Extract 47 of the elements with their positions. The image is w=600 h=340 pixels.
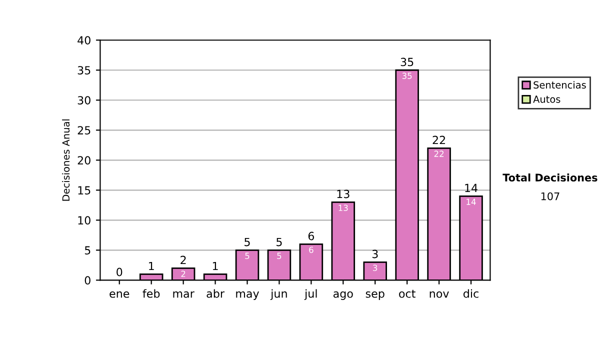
- y-tick-label: 0: [84, 276, 90, 285]
- y-axis-title: Decisiones Anual: [62, 119, 70, 201]
- y-tick-label: 25: [78, 126, 90, 135]
- data-label: 3: [373, 264, 378, 272]
- total-label: 3: [372, 250, 378, 258]
- total-label: 1: [149, 262, 154, 270]
- x-tick-label: nov: [430, 291, 449, 298]
- total-label: 13: [337, 190, 350, 198]
- data-label: 14: [466, 198, 476, 205]
- x-tick-label: feb: [142, 289, 160, 298]
- text: Total Decisiones: [502, 173, 598, 182]
- data-label: 6: [309, 246, 314, 254]
- data-label: 35: [402, 72, 412, 79]
- total-label: 5: [276, 238, 282, 246]
- data-label: 2: [181, 270, 186, 277]
- total-label: 35: [400, 58, 414, 66]
- x-tick-label: mar: [173, 291, 194, 298]
- legend-label: Autos: [533, 96, 560, 103]
- x-tick-label: oct: [399, 290, 416, 298]
- y-tick-label: 15: [78, 186, 90, 195]
- total-label: 2: [180, 256, 186, 264]
- y-tick-label: 30: [78, 96, 90, 105]
- legend-label: Sentencias: [534, 81, 586, 89]
- x-tick-label: dic: [464, 289, 478, 298]
- y-tick-label: 40: [78, 36, 90, 44]
- total-label: 5: [244, 238, 250, 246]
- y-tick-label: 35: [78, 66, 90, 75]
- x-tick-label: abr: [206, 289, 224, 298]
- data-label: 13: [338, 204, 348, 211]
- x-tick-label: ago: [333, 291, 353, 300]
- total-label: 22: [432, 136, 446, 144]
- y-tick-label: 10: [78, 216, 90, 225]
- y-tick-label: 20: [78, 156, 90, 165]
- x-tick-label: ene: [110, 291, 130, 298]
- x-tick-label: sep: [366, 291, 384, 300]
- total-label: 14: [465, 184, 478, 192]
- total-label: 1: [212, 262, 218, 270]
- data-label: 5: [245, 252, 250, 260]
- data-label: 5: [277, 252, 282, 260]
- x-tick-label: may: [236, 291, 260, 300]
- x-tick-label: jul: [304, 289, 317, 300]
- text: 107: [541, 192, 560, 200]
- data-label: 22: [434, 150, 444, 157]
- total-label: 6: [308, 232, 314, 240]
- x-tick-label: jun: [270, 289, 287, 300]
- total-label: 0: [116, 268, 122, 276]
- y-tick-label: 5: [84, 246, 90, 255]
